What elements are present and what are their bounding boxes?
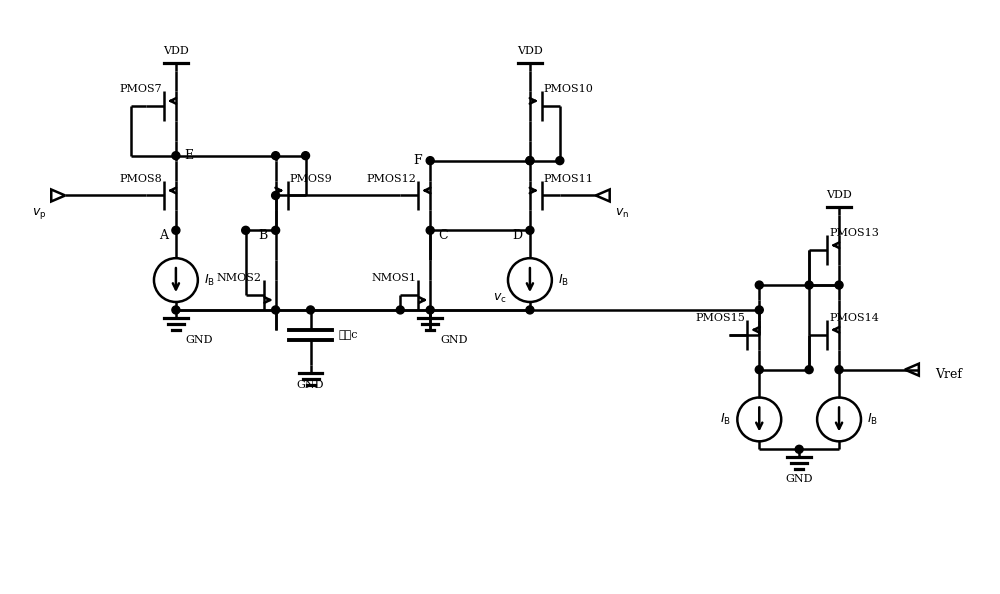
Text: C: C [438, 229, 448, 242]
Circle shape [272, 226, 280, 234]
Text: PMOS11: PMOS11 [544, 173, 594, 184]
Circle shape [526, 226, 534, 234]
Text: GND: GND [297, 380, 324, 390]
Text: $I_{\rm B}$: $I_{\rm B}$ [720, 412, 731, 427]
Circle shape [172, 151, 180, 160]
Circle shape [755, 366, 763, 374]
Circle shape [805, 281, 813, 289]
Text: Vref: Vref [935, 368, 962, 381]
Text: PMOS7: PMOS7 [119, 84, 162, 94]
Circle shape [526, 306, 534, 314]
Circle shape [307, 306, 315, 314]
Text: $I_{\rm B}$: $I_{\rm B}$ [204, 273, 215, 287]
Text: $I_{\rm B}$: $I_{\rm B}$ [558, 273, 569, 287]
Text: 电容c: 电容c [338, 330, 358, 340]
Text: A: A [159, 229, 168, 242]
Text: $v_{\rm c}$: $v_{\rm c}$ [493, 292, 507, 305]
Text: PMOS8: PMOS8 [119, 173, 162, 184]
Circle shape [396, 306, 404, 314]
Text: $I_{\rm B}$: $I_{\rm B}$ [867, 412, 878, 427]
Text: D: D [512, 229, 522, 242]
Circle shape [755, 281, 763, 289]
Text: PMOS13: PMOS13 [829, 228, 879, 238]
Text: VDD: VDD [517, 46, 543, 56]
Circle shape [272, 151, 280, 160]
Text: VDD: VDD [163, 46, 189, 56]
Text: E: E [184, 149, 193, 162]
Circle shape [272, 191, 280, 200]
Circle shape [426, 226, 434, 234]
Text: GND: GND [186, 335, 213, 345]
Circle shape [172, 306, 180, 314]
Text: F: F [414, 154, 422, 167]
Circle shape [805, 366, 813, 374]
Text: NMOS2: NMOS2 [217, 273, 262, 283]
Text: B: B [258, 229, 268, 242]
Text: PMOS15: PMOS15 [695, 313, 745, 323]
Circle shape [526, 157, 534, 165]
Text: PMOS10: PMOS10 [544, 84, 594, 94]
Text: NMOS1: NMOS1 [371, 273, 416, 283]
Circle shape [302, 151, 310, 160]
Text: PMOS9: PMOS9 [290, 173, 332, 184]
Circle shape [795, 446, 803, 453]
Text: PMOS12: PMOS12 [366, 173, 416, 184]
Text: PMOS14: PMOS14 [829, 313, 879, 323]
Circle shape [242, 226, 250, 234]
Circle shape [426, 157, 434, 165]
Circle shape [272, 306, 280, 314]
Text: $v_{\rm n}$: $v_{\rm n}$ [615, 207, 629, 220]
Circle shape [172, 226, 180, 234]
Text: GND: GND [785, 474, 813, 484]
Circle shape [835, 281, 843, 289]
Circle shape [526, 157, 534, 165]
Circle shape [556, 157, 564, 165]
Circle shape [426, 306, 434, 314]
Text: VDD: VDD [826, 191, 852, 201]
Circle shape [835, 366, 843, 374]
Text: GND: GND [440, 335, 468, 345]
Text: $v_{\rm p}$: $v_{\rm p}$ [32, 206, 46, 221]
Circle shape [755, 306, 763, 314]
